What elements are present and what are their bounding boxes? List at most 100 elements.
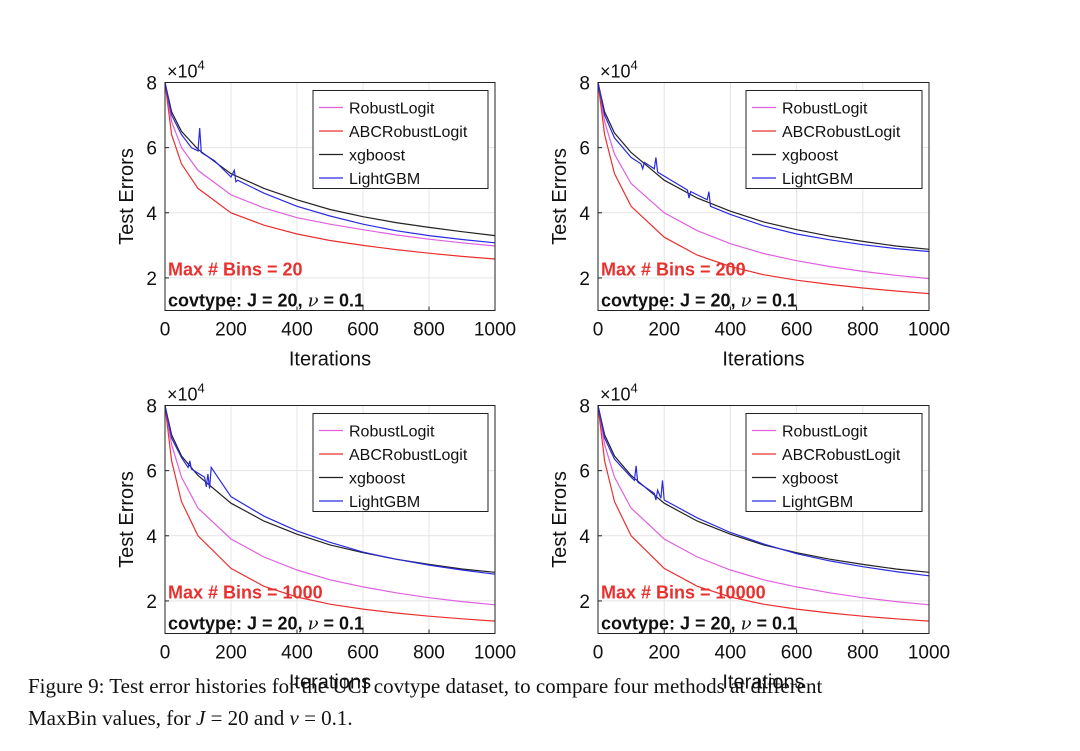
x-tick-label: 600	[347, 320, 379, 341]
y-axis-label: Test Errors	[116, 148, 138, 245]
series-line-xgboost	[597, 82, 930, 250]
x-tick-label: 0	[593, 643, 604, 664]
x-axis-label: Iterations	[289, 349, 371, 371]
x-axis-label: Iterations	[722, 349, 804, 371]
series-line-lightgbm	[597, 405, 930, 577]
series-line-abcrobustlogit	[164, 82, 496, 260]
series-line-robustlogit	[164, 82, 496, 247]
series-line-robustlogit	[164, 405, 496, 606]
legend-entry-xgboost: xgboost	[782, 471, 839, 488]
legend-entry-robustlogit: RobustLogit	[782, 101, 868, 118]
y-exponent-label: ×104	[167, 381, 205, 405]
y-tick-label: 2	[146, 592, 157, 613]
y-tick-label: 6	[146, 139, 157, 160]
series-line-robustlogit	[597, 405, 930, 606]
x-tick-label: 400	[715, 643, 747, 664]
y-tick-label: 6	[579, 139, 590, 160]
x-axis-label: Iterations	[722, 672, 804, 694]
annotation-dataset: covtype: J = 20, ν = 0.1	[168, 291, 364, 312]
y-tick-label: 2	[579, 592, 590, 613]
annotation-dataset: covtype: J = 20, ν = 0.1	[601, 291, 797, 312]
annotation-max-bins: Max # Bins = 20	[168, 260, 303, 280]
chart-panel-top-left: 0 200 400 600 800 1000 2 4 6 8 ×104 Iterations Test …	[116, 58, 516, 371]
x-tick-label: 1000	[474, 643, 516, 664]
series-line-abcrobustlogit	[597, 82, 930, 295]
y-tick-label: 4	[579, 204, 590, 225]
x-tick-label: 200	[648, 320, 680, 341]
x-tick-label: 1000	[474, 320, 516, 341]
legend-box	[312, 413, 489, 512]
x-tick-label: 800	[847, 320, 879, 341]
x-tick-label: 600	[781, 320, 813, 341]
series-line-lightgbm	[164, 82, 496, 244]
series-line-abcrobustlogit	[164, 405, 496, 622]
legend-entry-lightgbm: LightGBM	[782, 171, 853, 188]
x-tick-label: 800	[413, 320, 445, 341]
y-tick-label: 6	[146, 462, 157, 483]
figure-caption: Figure 9: Test error histories for the U…	[28, 670, 1058, 734]
caption-nu-symbol: ν	[289, 706, 299, 730]
y-tick-label: 6	[579, 462, 590, 483]
y-axis-label: Test Errors	[549, 471, 571, 568]
series-line-xgboost	[164, 82, 496, 237]
legend-entry-robustlogit: RobustLogit	[349, 101, 435, 118]
annotation-max-bins: Max # Bins = 1000	[168, 583, 323, 603]
x-tick-label: 0	[160, 320, 171, 341]
caption-line2-start: MaxBin values, for	[28, 706, 196, 730]
caption-nu-value: = 0.1.	[298, 706, 353, 730]
axes-frame	[164, 82, 496, 311]
y-axis-label: Test Errors	[116, 471, 138, 568]
y-tick-label: 8	[146, 74, 157, 95]
legend-entry-lightgbm: LightGBM	[782, 494, 853, 511]
x-tick-label: 200	[215, 643, 247, 664]
y-tick-label: 4	[146, 527, 157, 548]
series-line-lightgbm	[164, 405, 496, 575]
caption-j-value: = 20 and	[205, 706, 290, 730]
x-tick-label: 800	[413, 643, 445, 664]
legend-box	[745, 413, 923, 512]
series-line-abcrobustlogit	[597, 405, 930, 622]
x-tick-label: 0	[160, 643, 171, 664]
series-line-robustlogit	[597, 82, 930, 280]
x-tick-label: 600	[781, 643, 813, 664]
legend-entry-abcrobustlogit: ABCRobustLogit	[782, 124, 901, 141]
axes-frame	[597, 405, 930, 634]
chart-panel-bottom-left: 0 200 400 600 800 1000 2 4 6 8 ×104 Iterations Test …	[116, 381, 516, 694]
x-tick-label: 1000	[908, 320, 950, 341]
x-axis-label: Iterations	[289, 672, 371, 694]
legend-entry-xgboost: xgboost	[349, 148, 406, 165]
legend-entry-lightgbm: LightGBM	[349, 171, 420, 188]
x-tick-label: 600	[347, 643, 379, 664]
x-tick-label: 200	[215, 320, 247, 341]
series-line-xgboost	[597, 405, 930, 573]
axes-frame	[164, 405, 496, 634]
legend-entry-xgboost: xgboost	[349, 471, 406, 488]
annotation-dataset: covtype: J = 20, ν = 0.1	[601, 614, 797, 635]
y-tick-label: 8	[579, 397, 590, 418]
axes-frame	[597, 82, 930, 311]
legend-box	[312, 90, 489, 189]
legend-entry-abcrobustlogit: ABCRobustLogit	[349, 124, 468, 141]
x-tick-label: 400	[715, 320, 747, 341]
y-tick-label: 2	[579, 269, 590, 290]
x-tick-label: 1000	[908, 643, 950, 664]
annotation-dataset: covtype: J = 20, ν = 0.1	[168, 614, 364, 635]
y-tick-label: 4	[146, 204, 157, 225]
x-tick-label: 0	[593, 320, 604, 341]
caption-label: Figure 9:	[28, 674, 105, 698]
y-exponent-label: ×104	[167, 58, 205, 82]
x-tick-label: 400	[281, 643, 313, 664]
y-exponent-label: ×104	[600, 381, 638, 405]
y-tick-label: 8	[579, 74, 590, 95]
x-tick-label: 200	[648, 643, 680, 664]
series-line-lightgbm	[597, 82, 930, 253]
legend-entry-xgboost: xgboost	[782, 148, 839, 165]
legend-entry-robustlogit: RobustLogit	[782, 424, 868, 441]
annotation-max-bins: Max # Bins = 200	[601, 260, 746, 280]
y-tick-label: 2	[146, 269, 157, 290]
x-tick-label: 800	[847, 643, 879, 664]
x-tick-label: 400	[281, 320, 313, 341]
annotation-max-bins: Max # Bins = 10000	[601, 583, 766, 603]
series-line-xgboost	[164, 405, 496, 573]
caption-line1: Test error histories for the UCI covtype…	[104, 674, 823, 698]
